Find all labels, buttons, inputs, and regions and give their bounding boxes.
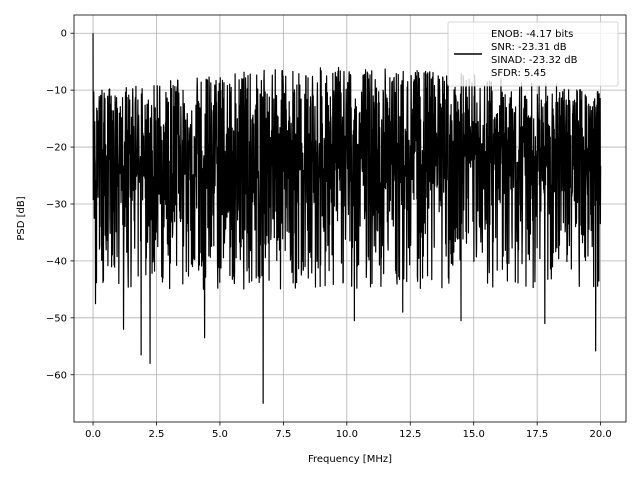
- y-tick-label: −30: [46, 199, 67, 210]
- legend-entry-line: SINAD: -23.32 dB: [491, 55, 578, 66]
- y-tick-label: 0: [61, 29, 67, 40]
- x-tick-label: 2.5: [149, 429, 165, 440]
- x-tick-label: 10.0: [336, 429, 358, 440]
- x-tick-label: 7.5: [275, 429, 291, 440]
- legend-box: [447, 21, 619, 87]
- axes-frame: [73, 14, 627, 423]
- y-tick-label: −10: [46, 86, 67, 97]
- y-tick-label: −40: [46, 256, 67, 267]
- ticks: 0.0 2.5 5.0 7.5 10.0 12.5 15.0 17.5 20.0 0 −10 −20 −…: [46, 29, 612, 440]
- x-tick-label: 17.5: [526, 429, 548, 440]
- x-tick-label: 15.0: [463, 429, 485, 440]
- x-tick-label: 12.5: [399, 429, 421, 440]
- y-axis-label: PSD [dB]: [16, 196, 27, 240]
- y-tick-label: −20: [46, 143, 67, 154]
- x-tick-label: 20.0: [589, 429, 611, 440]
- legend-entry-line: ENOB: -4.17 bits: [491, 29, 573, 40]
- y-tick-label: −60: [46, 370, 67, 381]
- x-tick-label: 5.0: [212, 429, 228, 440]
- y-tick-label: −50: [46, 313, 67, 324]
- plot-area: [92, 33, 602, 404]
- legend-entry-line: SNR: -23.31 dB: [491, 42, 567, 53]
- legend: ENOB: -4.17 bits SNR: -23.31 dB SINAD: -23…: [447, 21, 619, 87]
- x-axis-label: Frequency [MHz]: [308, 454, 392, 465]
- legend-entry-line: SFDR: 5.45: [491, 68, 546, 79]
- x-tick-label: 0.0: [85, 429, 101, 440]
- psd-series-line: [92, 33, 602, 404]
